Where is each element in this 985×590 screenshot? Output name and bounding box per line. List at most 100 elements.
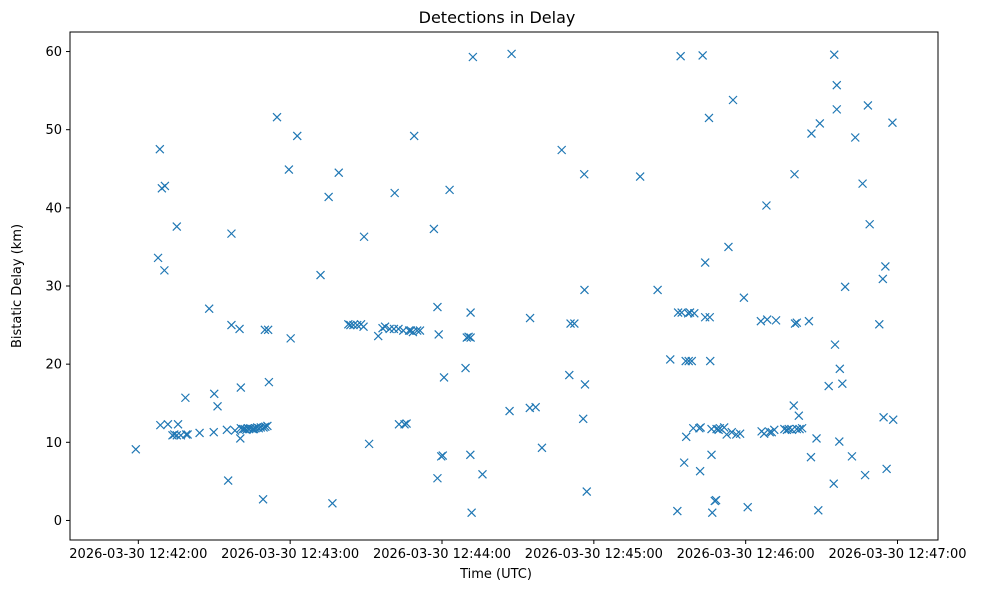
data-point-marker [433, 302, 442, 312]
data-point-marker [679, 458, 689, 468]
data-point-marker [681, 432, 691, 442]
data-point-marker [676, 51, 686, 61]
data-point-marker [792, 318, 802, 328]
data-point-marker [771, 315, 781, 325]
x-axis-label: Time (UTC) [459, 567, 532, 582]
data-point-marker [863, 101, 873, 110]
data-point-marker [804, 316, 814, 326]
data-point-marker [328, 498, 337, 508]
data-point-marker [373, 331, 383, 341]
data-point-marker [507, 49, 517, 59]
data-point-marker [390, 188, 400, 198]
data-point-marker [728, 95, 738, 105]
data-point-marker [385, 324, 395, 334]
data-point-marker [765, 427, 775, 437]
data-point-marker [569, 319, 579, 328]
data-point-marker [698, 51, 708, 60]
data-point-marker [835, 364, 845, 374]
data-point-marker [223, 476, 233, 486]
data-point-marker [784, 424, 794, 434]
data-point-marker [834, 437, 844, 446]
x-tick-label: 2026-03-30 12:46:00 [677, 547, 815, 562]
data-point-marker [445, 185, 455, 195]
data-point-marker [695, 466, 705, 476]
data-point-marker [163, 419, 173, 429]
data-point-marker [707, 450, 716, 460]
data-point-marker [700, 258, 710, 267]
data-point-marker [213, 401, 222, 411]
data-point-marker [349, 320, 358, 330]
x-tick-label: 2026-03-30 12:44:00 [373, 547, 511, 562]
data-point-marker [795, 424, 804, 434]
data-point-marker [359, 322, 368, 332]
data-point-marker [412, 326, 422, 335]
y-axis-ticks: 0 10 20 30 40 50 60 [45, 45, 70, 529]
data-point-marker [159, 265, 169, 275]
data-point-marker [806, 452, 816, 462]
data-point-marker [478, 469, 487, 479]
y-tick-label: 0 [54, 514, 62, 529]
data-point-marker [743, 502, 753, 512]
data-point-marker [209, 389, 219, 399]
data-point-marker [433, 473, 442, 483]
data-point-marker [183, 430, 193, 439]
data-point-marker [235, 324, 244, 334]
data-point-marker [131, 444, 141, 454]
data-point-marker [505, 406, 514, 416]
data-point-marker [195, 428, 204, 438]
data-point-marker [284, 165, 294, 174]
data-point-marker [465, 450, 475, 460]
data-point-marker [707, 508, 717, 518]
data-point-marker [687, 356, 697, 366]
data-point-marker [462, 333, 472, 343]
data-point-marker [719, 423, 729, 432]
data-point-marker [160, 181, 170, 191]
data-point-marker [168, 430, 177, 440]
data-point-marker [762, 315, 772, 325]
data-point-marker [468, 52, 478, 62]
data-point-marker [173, 419, 183, 429]
data-point-marker [779, 424, 789, 434]
data-point-marker [394, 324, 403, 334]
data-point-marker [235, 433, 245, 443]
data-point-marker [172, 222, 182, 232]
data-point-marker [258, 494, 268, 504]
data-point-marker [832, 104, 842, 114]
data-point-marker [466, 333, 476, 343]
data-point-marker [807, 129, 816, 139]
data-point-marker [415, 326, 425, 335]
data-point-marker [830, 340, 840, 350]
data-point-marker [557, 145, 567, 155]
data-point-marker [653, 285, 663, 295]
data-point-marker [263, 325, 273, 335]
data-point-marker [172, 430, 182, 440]
data-point-marker [260, 422, 270, 432]
data-point-marker [813, 505, 823, 515]
data-point-marker [525, 313, 535, 323]
data-point-marker [794, 411, 804, 421]
data-point-marker [402, 419, 411, 428]
data-point-marker [858, 179, 868, 189]
data-point-marker [769, 425, 779, 435]
data-point-marker [155, 420, 165, 430]
data-point-marker [874, 319, 884, 329]
data-point-marker [345, 320, 355, 330]
data-point-marker [711, 495, 721, 505]
data-point-marker [272, 112, 282, 122]
data-point-marker [580, 285, 589, 295]
data-point-marker [829, 479, 839, 489]
data-point-marker [672, 506, 682, 516]
data-point-marker [824, 381, 834, 391]
data-point-marker [696, 423, 706, 432]
x-tick-label: 2026-03-30 12:47:00 [828, 547, 966, 562]
data-point-marker [564, 370, 574, 380]
data-point-marker [790, 319, 800, 328]
data-point-marker [832, 80, 842, 90]
data-point-marker [537, 443, 547, 453]
data-point-marker [400, 419, 409, 429]
data-point-marker [364, 439, 374, 449]
data-point-marker [847, 451, 857, 461]
data-point-marker [790, 169, 799, 179]
data-point-marker [759, 429, 769, 439]
data-point-marker [324, 192, 334, 202]
